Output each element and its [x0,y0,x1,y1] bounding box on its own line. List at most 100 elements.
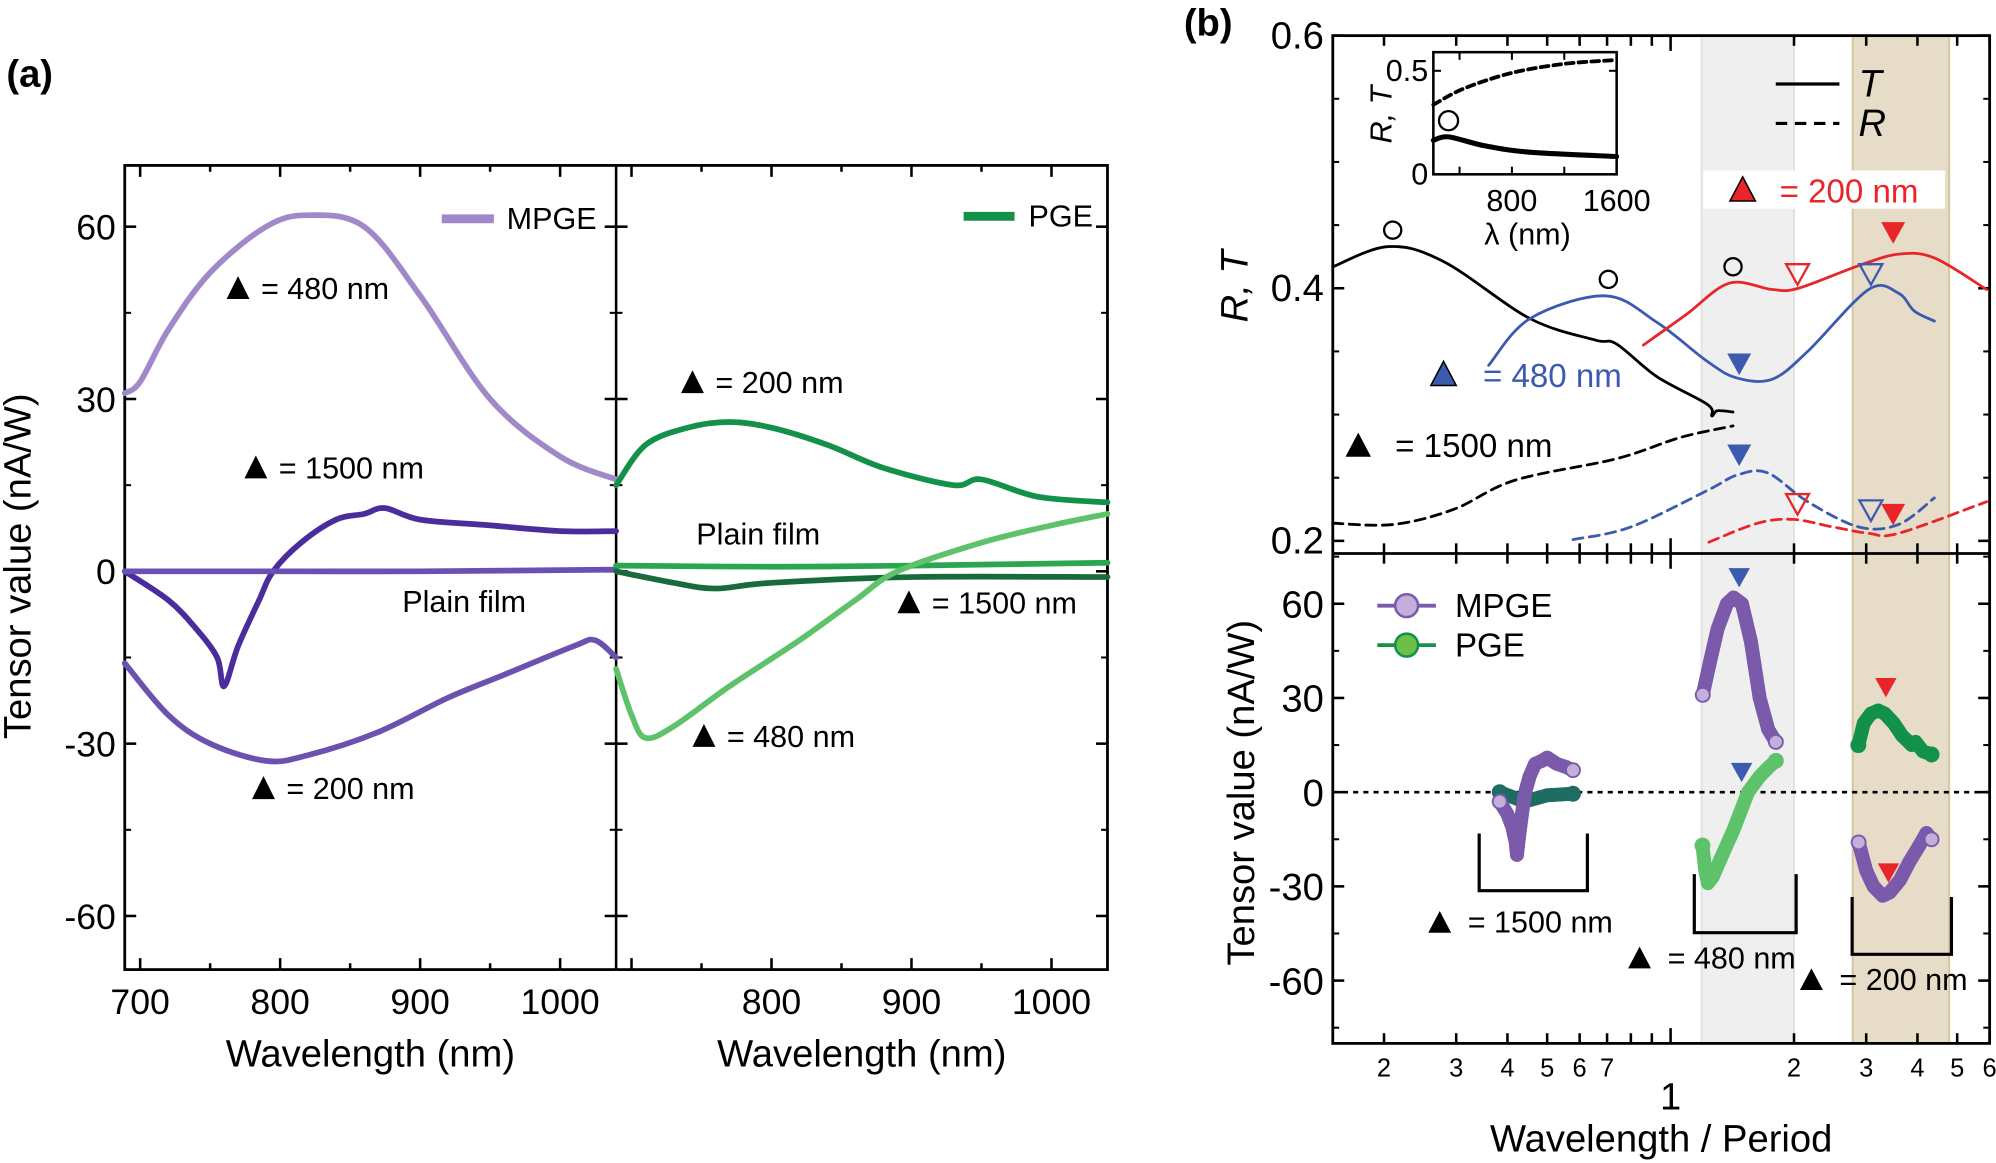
series-pge [1850,703,1940,763]
data-point [1565,762,1581,779]
y-tick-label: 0.2 [1271,520,1324,563]
triangle-icon [1799,968,1823,990]
data-point [1923,746,1940,763]
label-pge-480: = 480 nm [727,720,855,754]
down-open-marker [1784,263,1811,288]
y-tick-label: 60 [1281,584,1323,627]
legend-mpge-marker [1393,592,1420,619]
series-mpge [1850,825,1940,903]
x-tick-label: 5 [1950,1054,1964,1082]
triangle-icon [244,455,268,479]
triangle-icon [1728,175,1757,202]
bracket-200 [1850,897,1954,956]
data-point [1850,834,1867,851]
y-tick-label: 0 [96,552,116,592]
triangle-icon [226,276,250,300]
down-triangle-marker [1877,863,1900,883]
legend-pge-label: PGE [1029,199,1093,233]
down-open-marker [1857,499,1885,524]
triangle-icon [252,776,275,800]
bracket-label-480: = 480 nm [1668,941,1796,975]
bracket-label-1500: = 1500 nm [1468,906,1613,940]
x-tick-label: 3 [1859,1054,1873,1082]
series-pge-plain [613,559,1111,570]
inset-series-T [1430,134,1620,160]
triangle-icon [1345,432,1371,457]
x-tick-label: 4 [1500,1054,1514,1082]
panel-a-label: (a) [6,53,53,96]
legend-r-label: R [1859,102,1887,145]
label-mpge-200: = 200 nm [286,772,414,806]
x-tick-label: 3 [1449,1054,1463,1082]
x-tick-label: 1000 [520,982,599,1022]
x-tick-label: 800 [250,982,309,1022]
label-pge-1500: = 1500 nm [932,586,1077,620]
series-p200-T [1641,251,1989,347]
bracket-label-200: = 200 nm [1839,963,1967,997]
y-tick-label: -30 [1269,866,1324,909]
legend-pge-marker [1393,632,1420,658]
inset-x-tick-label: 1600 [1583,184,1651,218]
legend-mpge-label: MPGE [507,202,597,236]
inset-y-axis-label: R, T [1364,83,1398,143]
series-p1500-T [1331,245,1735,418]
circle-open-marker [1598,269,1619,290]
x-tick-label: 900 [390,982,449,1022]
x-tick-label: 7 [1600,1054,1614,1082]
series-p480-R [1571,469,1936,542]
x-tick-label: 1 [1660,1076,1681,1119]
series-pge-200 [613,419,1111,506]
bracket-480 [1692,874,1798,935]
triangle-icon [1428,911,1452,933]
label-1500: = 1500 nm [1395,428,1552,465]
panel-b-top-y-axis-label: R, T [1213,248,1256,323]
label-480: = 480 nm [1483,358,1622,395]
panel-b-label: (b) [1184,2,1233,45]
y-tick-label: 60 [76,208,116,248]
series-pge [1694,752,1784,891]
y-tick-label: 30 [1281,678,1323,721]
legend-pge-text: PGE [1455,628,1525,665]
down-open-marker [1784,492,1811,518]
series-pge-480 [613,511,1111,742]
down-filled-marker [1727,353,1752,376]
y-tick-label: -60 [64,897,116,937]
series-mpge-200 [121,636,619,765]
x-tick-label: 1000 [1012,982,1091,1022]
panel-b-frame [1331,34,1992,1045]
x-tick-label: 700 [110,982,169,1022]
y-tick-label: 0.6 [1271,14,1324,57]
data-point [1850,737,1867,754]
x-tick-label: 6 [1983,1054,1996,1082]
y-tick-label: 30 [76,380,116,420]
down-triangle-marker [1730,762,1753,783]
label-mpge-1500: = 1500 nm [279,451,424,485]
panel-a-y-axis-label: Tensor value (nA/W) [0,393,40,739]
label-pge-200: = 200 nm [715,366,843,400]
series-mpge-480 [121,212,619,483]
y-tick-label: 0.4 [1271,267,1324,310]
inset-y-tick-label: 0.5 [1386,54,1428,88]
down-filled-marker [1881,222,1906,244]
down-filled-marker [1881,503,1906,526]
y-tick-label: -30 [64,724,116,764]
series-mpge-1500 [121,505,619,690]
down-open-marker [1857,263,1885,288]
down-triangle-marker [1875,678,1897,698]
label-mpge-480: = 480 nm [261,272,389,306]
x-tick-label: 4 [1910,1054,1924,1082]
down-filled-marker [1727,444,1752,467]
inset-y-tick-label: 0 [1411,158,1428,192]
data-point [1767,752,1784,769]
inset-circle-marker [1437,110,1460,132]
triangle-icon [692,724,716,747]
triangle-icon [1429,359,1458,387]
panel-a-left-x-axis-label: Wavelength (nm) [226,1032,515,1075]
legend-mpge-text: MPGE [1455,588,1552,625]
inset-x-axis-label: λ (nm) [1484,217,1571,251]
series-mpge-plain [121,566,619,575]
x-tick-label: 900 [882,982,941,1022]
x-tick-label: 2 [1787,1054,1801,1082]
